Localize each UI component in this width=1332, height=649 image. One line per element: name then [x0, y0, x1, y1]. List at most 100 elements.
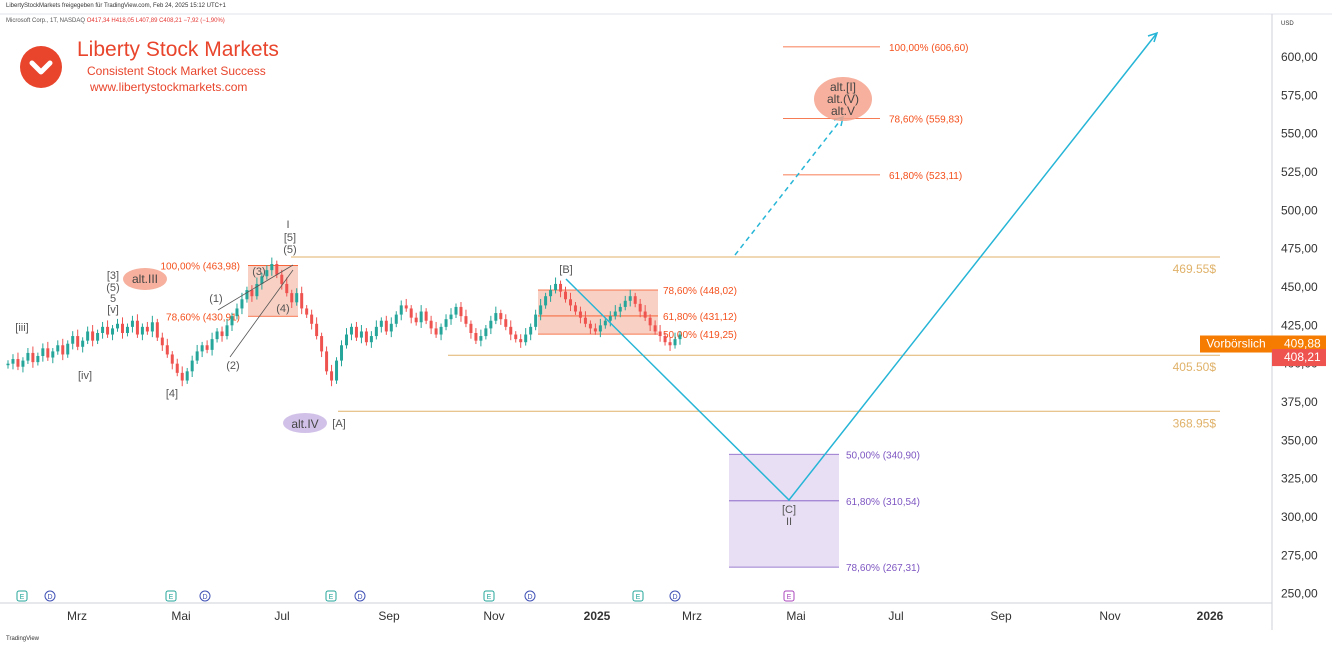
candle-body: [220, 331, 224, 337]
event-marker-label: E: [787, 594, 792, 601]
candle-body: [260, 276, 264, 284]
candle-body: [568, 299, 572, 306]
candle-body: [379, 320, 383, 327]
candle-body: [678, 334, 682, 340]
candle-body: [608, 316, 612, 321]
x-tick-label: Sep: [990, 609, 1012, 623]
y-tick-label: 275,00: [1281, 548, 1318, 562]
candle-body: [539, 305, 543, 315]
candle-body: [479, 336, 483, 341]
premarket-tag: [1200, 335, 1272, 353]
alt-badge: [814, 77, 872, 121]
alt-projection-path: [734, 116, 844, 256]
candle-body: [245, 290, 249, 300]
candle-body: [643, 311, 647, 318]
candles: [6, 257, 682, 387]
y-tick-label: 325,00: [1281, 472, 1318, 486]
candle-body: [359, 331, 363, 338]
projection-arrowhead: [1147, 31, 1159, 43]
time-axis: Mrz Mai Jul Sep Nov 2025 Mrz Mai Jul Sep Nov 2026: [67, 609, 1224, 623]
candle-body: [305, 308, 309, 315]
y-tick-label: 575,00: [1281, 88, 1318, 102]
candle-body: [454, 306, 458, 315]
candle-body: [653, 325, 657, 332]
candle-body: [464, 316, 468, 324]
x-tick-label: Mai: [786, 609, 805, 623]
x-tick-label: Jul: [274, 609, 289, 623]
tradingview-logo[interactable]: TradingView: [6, 636, 39, 642]
alt-label: alt.[I]: [830, 80, 856, 94]
event-marker-label: D: [47, 594, 52, 601]
candle-body: [374, 326, 378, 337]
candle-body: [409, 308, 413, 318]
candle-body: [389, 323, 393, 332]
candle-body: [91, 331, 95, 341]
wave-label: (1): [209, 293, 222, 305]
candle-body: [628, 296, 632, 301]
candle-body: [489, 320, 493, 329]
candle-body: [524, 334, 528, 343]
brand-title: Liberty Stock Markets: [77, 38, 279, 61]
y-tick-label: 600,00: [1281, 50, 1318, 64]
candle-body: [638, 303, 642, 312]
candle-body: [101, 326, 105, 333]
candle-body: [240, 299, 244, 309]
candle-body: [125, 326, 129, 333]
candle-body: [195, 351, 199, 361]
event-marker-dividend: [44, 590, 56, 602]
candle-body: [120, 323, 124, 333]
fib-label: 61,80% (523,11): [889, 171, 962, 182]
candle-body: [270, 263, 274, 271]
candle-body: [106, 326, 110, 335]
last-price-box: [1272, 349, 1326, 367]
candle-body: [11, 359, 15, 364]
wave-label: [B]: [559, 264, 572, 276]
last-price: 408,21: [1284, 350, 1321, 364]
premarket-price-box: [1272, 335, 1326, 353]
candle-body: [325, 351, 329, 372]
symbol-info: Microsoft Corp., 1T, NASDAQ O417,34 H418…: [6, 18, 225, 24]
fib-label: 78,60% (267,31): [846, 563, 920, 574]
premarket-tag-label: Vorbörslich: [1206, 337, 1265, 351]
event-marker-earnings: [165, 590, 177, 602]
brand-url[interactable]: www.libertystockmarkets.com: [90, 80, 248, 94]
brand-subtitle: Consistent Stock Market Success: [87, 64, 266, 78]
candle-body: [81, 340, 85, 347]
candle-body: [444, 319, 448, 327]
candle-body: [499, 313, 503, 320]
candle-body: [484, 328, 488, 337]
candle-body: [588, 323, 592, 329]
candle-body: [554, 283, 558, 291]
candle-body: [51, 351, 55, 358]
wave-label: I: [286, 219, 289, 231]
candle-body: [414, 317, 418, 323]
event-marker-earnings: [783, 590, 795, 602]
tradingview-label: TradingView: [6, 636, 40, 642]
candle-body: [404, 305, 408, 309]
currency-label: USD: [1281, 21, 1294, 27]
candle-body: [578, 311, 582, 318]
candle-body: [603, 320, 607, 326]
candle-body: [434, 328, 438, 335]
wave-label: (5): [106, 282, 119, 294]
candle-body: [593, 328, 597, 332]
candle-body: [300, 293, 304, 309]
candle-body: [549, 290, 553, 297]
x-tick-label: Mai: [171, 609, 190, 623]
alt-label: alt.III: [132, 272, 158, 286]
candle-body: [658, 331, 662, 337]
candle-body: [135, 320, 139, 335]
fib-label: 78,60% (430,91): [166, 312, 240, 323]
candle-body: [155, 322, 159, 338]
candle-body: [56, 345, 60, 352]
candle-body: [210, 339, 214, 350]
candle-body: [364, 331, 368, 343]
event-marker-label: E: [329, 594, 334, 601]
candle-body: [145, 326, 149, 332]
candle-body: [150, 322, 154, 332]
candle-body: [170, 354, 174, 364]
wave-label: [3]: [107, 270, 119, 282]
event-marker-label: D: [527, 594, 532, 601]
candle-body: [583, 317, 587, 324]
